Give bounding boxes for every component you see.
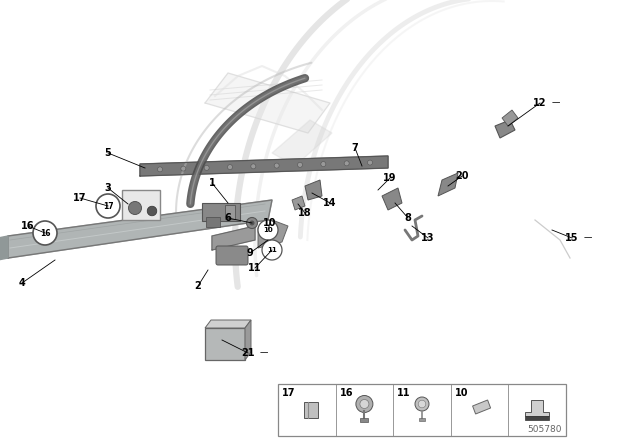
Polygon shape bbox=[502, 110, 518, 126]
Circle shape bbox=[356, 396, 373, 413]
Text: 16: 16 bbox=[340, 388, 353, 398]
Circle shape bbox=[129, 202, 141, 215]
Text: 17: 17 bbox=[73, 193, 87, 203]
Polygon shape bbox=[212, 226, 255, 250]
Polygon shape bbox=[495, 120, 515, 138]
Polygon shape bbox=[140, 156, 388, 176]
Bar bbox=[122, 190, 160, 220]
Text: 11: 11 bbox=[267, 247, 277, 253]
Text: 20: 20 bbox=[455, 171, 468, 181]
Text: 1: 1 bbox=[209, 178, 216, 188]
Text: 18: 18 bbox=[298, 208, 312, 218]
Text: 13: 13 bbox=[421, 233, 435, 243]
Circle shape bbox=[227, 164, 232, 170]
Text: 7: 7 bbox=[351, 143, 358, 153]
FancyBboxPatch shape bbox=[216, 246, 248, 265]
Polygon shape bbox=[292, 196, 305, 210]
Circle shape bbox=[258, 220, 278, 240]
Text: 15: 15 bbox=[565, 233, 579, 243]
Circle shape bbox=[251, 164, 256, 169]
Text: 17: 17 bbox=[282, 388, 296, 398]
Polygon shape bbox=[245, 320, 251, 360]
Text: 16: 16 bbox=[40, 228, 51, 237]
Bar bbox=[419, 418, 425, 421]
Circle shape bbox=[344, 161, 349, 166]
Circle shape bbox=[418, 400, 426, 408]
Text: 10: 10 bbox=[455, 388, 468, 398]
Text: 2: 2 bbox=[195, 281, 202, 291]
Text: 10: 10 bbox=[263, 227, 273, 233]
Text: 8: 8 bbox=[404, 213, 412, 223]
Bar bbox=[360, 418, 369, 422]
Circle shape bbox=[157, 167, 163, 172]
Circle shape bbox=[262, 240, 282, 260]
Circle shape bbox=[298, 162, 303, 168]
Circle shape bbox=[181, 166, 186, 171]
Circle shape bbox=[246, 217, 257, 228]
Circle shape bbox=[367, 160, 372, 165]
Circle shape bbox=[204, 165, 209, 170]
Text: 11: 11 bbox=[397, 388, 411, 398]
Polygon shape bbox=[382, 188, 402, 210]
Text: 16: 16 bbox=[21, 221, 35, 231]
Text: 11: 11 bbox=[248, 263, 262, 273]
Bar bbox=[206, 217, 220, 227]
Circle shape bbox=[250, 220, 255, 225]
Polygon shape bbox=[525, 416, 549, 420]
Bar bbox=[205, 328, 245, 360]
Bar bbox=[304, 402, 318, 418]
Circle shape bbox=[147, 206, 157, 216]
Polygon shape bbox=[0, 236, 8, 260]
Text: —: — bbox=[552, 99, 561, 108]
Text: —: — bbox=[260, 349, 268, 358]
Polygon shape bbox=[305, 180, 322, 200]
Bar bbox=[278, 384, 566, 436]
Text: 21: 21 bbox=[241, 348, 255, 358]
Circle shape bbox=[360, 400, 369, 409]
Text: 9: 9 bbox=[246, 248, 253, 258]
Polygon shape bbox=[472, 400, 491, 414]
Polygon shape bbox=[258, 220, 288, 248]
Text: 505780: 505780 bbox=[527, 425, 562, 434]
Text: 3: 3 bbox=[104, 183, 111, 193]
Polygon shape bbox=[438, 173, 458, 196]
Circle shape bbox=[321, 162, 326, 167]
Text: —: — bbox=[584, 233, 593, 242]
Text: 6: 6 bbox=[225, 213, 232, 223]
Circle shape bbox=[33, 221, 57, 245]
Text: 12: 12 bbox=[533, 98, 547, 108]
Text: 5: 5 bbox=[104, 148, 111, 158]
Polygon shape bbox=[205, 73, 330, 133]
Text: 17: 17 bbox=[102, 202, 113, 211]
Text: 19: 19 bbox=[383, 173, 397, 183]
Polygon shape bbox=[205, 320, 251, 328]
Circle shape bbox=[415, 397, 429, 411]
Bar bbox=[202, 203, 240, 221]
Circle shape bbox=[274, 163, 279, 168]
Text: 10: 10 bbox=[263, 218, 276, 228]
Text: 4: 4 bbox=[19, 278, 26, 288]
Bar bbox=[225, 205, 235, 219]
Polygon shape bbox=[272, 120, 332, 166]
Text: 14: 14 bbox=[323, 198, 337, 208]
Circle shape bbox=[96, 194, 120, 218]
Polygon shape bbox=[8, 200, 272, 258]
Polygon shape bbox=[525, 400, 549, 416]
